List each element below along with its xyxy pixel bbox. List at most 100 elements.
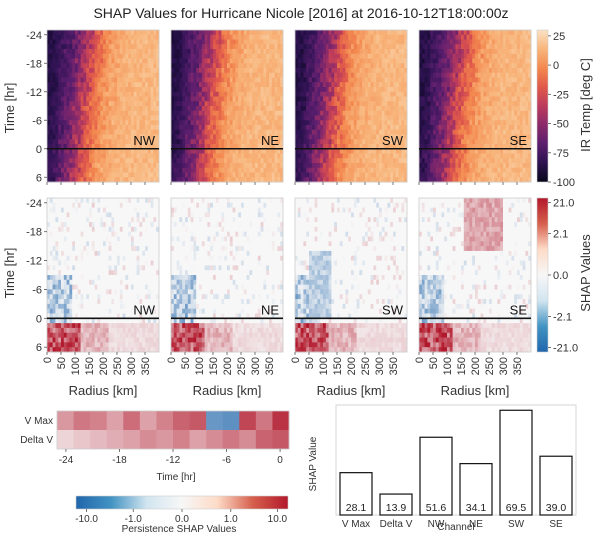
heatmap-cell (139, 153, 143, 159)
heatmap-cell (395, 77, 399, 83)
heatmap-cell (390, 34, 394, 40)
heatmap-cell (317, 148, 321, 154)
heatmap-cell (94, 68, 98, 74)
heatmap-cell (384, 163, 388, 169)
heatmap-cell (269, 167, 273, 173)
heatmap-cell (469, 87, 473, 93)
heatmap-cell (449, 144, 453, 150)
heatmap-cell (497, 44, 501, 50)
heatmap-cell (309, 134, 313, 140)
heatmap-cell (303, 167, 307, 173)
heatmap-cell (295, 167, 299, 173)
heatmap-cell (190, 58, 194, 64)
heatmap-cell (187, 139, 191, 145)
heatmap-cell (345, 72, 349, 78)
heatmap-cell (63, 87, 67, 93)
heatmap-cell (193, 110, 197, 116)
heatmap-cell (271, 72, 275, 78)
heatmap-cell (72, 115, 76, 121)
heatmap-cell (317, 63, 321, 69)
heatmap-cell (373, 44, 377, 50)
heatmap-cell (218, 58, 222, 64)
heatmap-cell (365, 96, 369, 102)
heatmap-cell (91, 30, 95, 36)
heatmap-cell (297, 34, 301, 40)
heatmap-cell (334, 163, 338, 169)
heatmap-cell (47, 106, 51, 112)
heatmap-cell (271, 58, 275, 64)
heatmap-cell (517, 110, 521, 116)
heatmap-cell (142, 139, 146, 145)
heatmap-cell (235, 172, 239, 178)
heatmap-cell (229, 163, 233, 169)
heatmap-cell (427, 139, 431, 145)
heatmap-cell (421, 158, 425, 164)
heatmap-cell (438, 139, 442, 145)
heatmap-cell (193, 148, 197, 154)
heatmap-cell (505, 101, 509, 107)
heatmap-cell (486, 91, 490, 97)
heatmap-cell (475, 87, 479, 93)
heatmap-cell (91, 153, 95, 159)
heatmap-cell (398, 158, 402, 164)
heatmap-cell (128, 129, 132, 135)
heatmap-cell (94, 167, 98, 173)
heatmap-cell (300, 39, 304, 45)
heatmap-cell (404, 167, 408, 173)
heatmap-cell (395, 34, 399, 40)
heatmap-cell (297, 120, 301, 126)
heatmap-cell (376, 139, 380, 145)
heatmap-cell (55, 158, 59, 164)
heatmap-cell (55, 167, 59, 173)
heatmap-cell (489, 34, 493, 40)
heatmap-cell (390, 58, 394, 64)
heatmap-cell (477, 77, 481, 83)
heatmap-cell (295, 172, 299, 178)
heatmap-cell (381, 34, 385, 40)
heatmap-cell (472, 148, 476, 154)
heatmap-cell (331, 49, 335, 55)
heatmap-cell (449, 39, 453, 45)
heatmap-cell (176, 134, 180, 140)
heatmap-cell (387, 134, 391, 140)
heatmap-cell (150, 129, 154, 135)
heatmap-cell (393, 134, 397, 140)
heatmap-cell (398, 91, 402, 97)
heatmap-cell (401, 158, 405, 164)
heatmap-cell (125, 82, 129, 88)
heatmap-cell (483, 110, 487, 116)
heatmap-cell (176, 120, 180, 126)
heatmap-cell (221, 134, 225, 140)
heatmap-cell (58, 148, 62, 154)
heatmap-cell (297, 44, 301, 50)
heatmap-cell (461, 72, 465, 78)
heatmap-cell (497, 63, 501, 69)
heatmap-cell (241, 58, 245, 64)
heatmap-cell (348, 96, 352, 102)
heatmap-cell (111, 87, 115, 93)
heatmap-cell (218, 144, 222, 150)
heatmap-cell (367, 49, 371, 55)
heatmap-cell (147, 34, 151, 40)
heatmap-cell (367, 72, 371, 78)
heatmap-cell (370, 177, 374, 183)
heatmap-cell (351, 34, 355, 40)
heatmap-cell (306, 91, 310, 97)
heatmap-cell (147, 39, 151, 45)
heatmap-cell (227, 58, 231, 64)
heatmap-cell (381, 106, 385, 112)
heatmap-cell (193, 125, 197, 131)
heatmap-cell (255, 87, 259, 93)
heatmap-cell (505, 63, 509, 69)
heatmap-cell (72, 72, 76, 78)
heatmap-cell (401, 77, 405, 83)
heatmap-cell (469, 72, 473, 78)
panel-nw: NW-24-18-12-606 (26, 29, 160, 185)
heatmap-cell (153, 144, 157, 150)
heatmap-cell (108, 49, 112, 55)
heatmap-cell (365, 134, 369, 140)
heatmap-cell (271, 34, 275, 40)
heatmap-cell (133, 120, 137, 126)
heatmap-cell (404, 58, 408, 64)
heatmap-cell (49, 53, 53, 59)
